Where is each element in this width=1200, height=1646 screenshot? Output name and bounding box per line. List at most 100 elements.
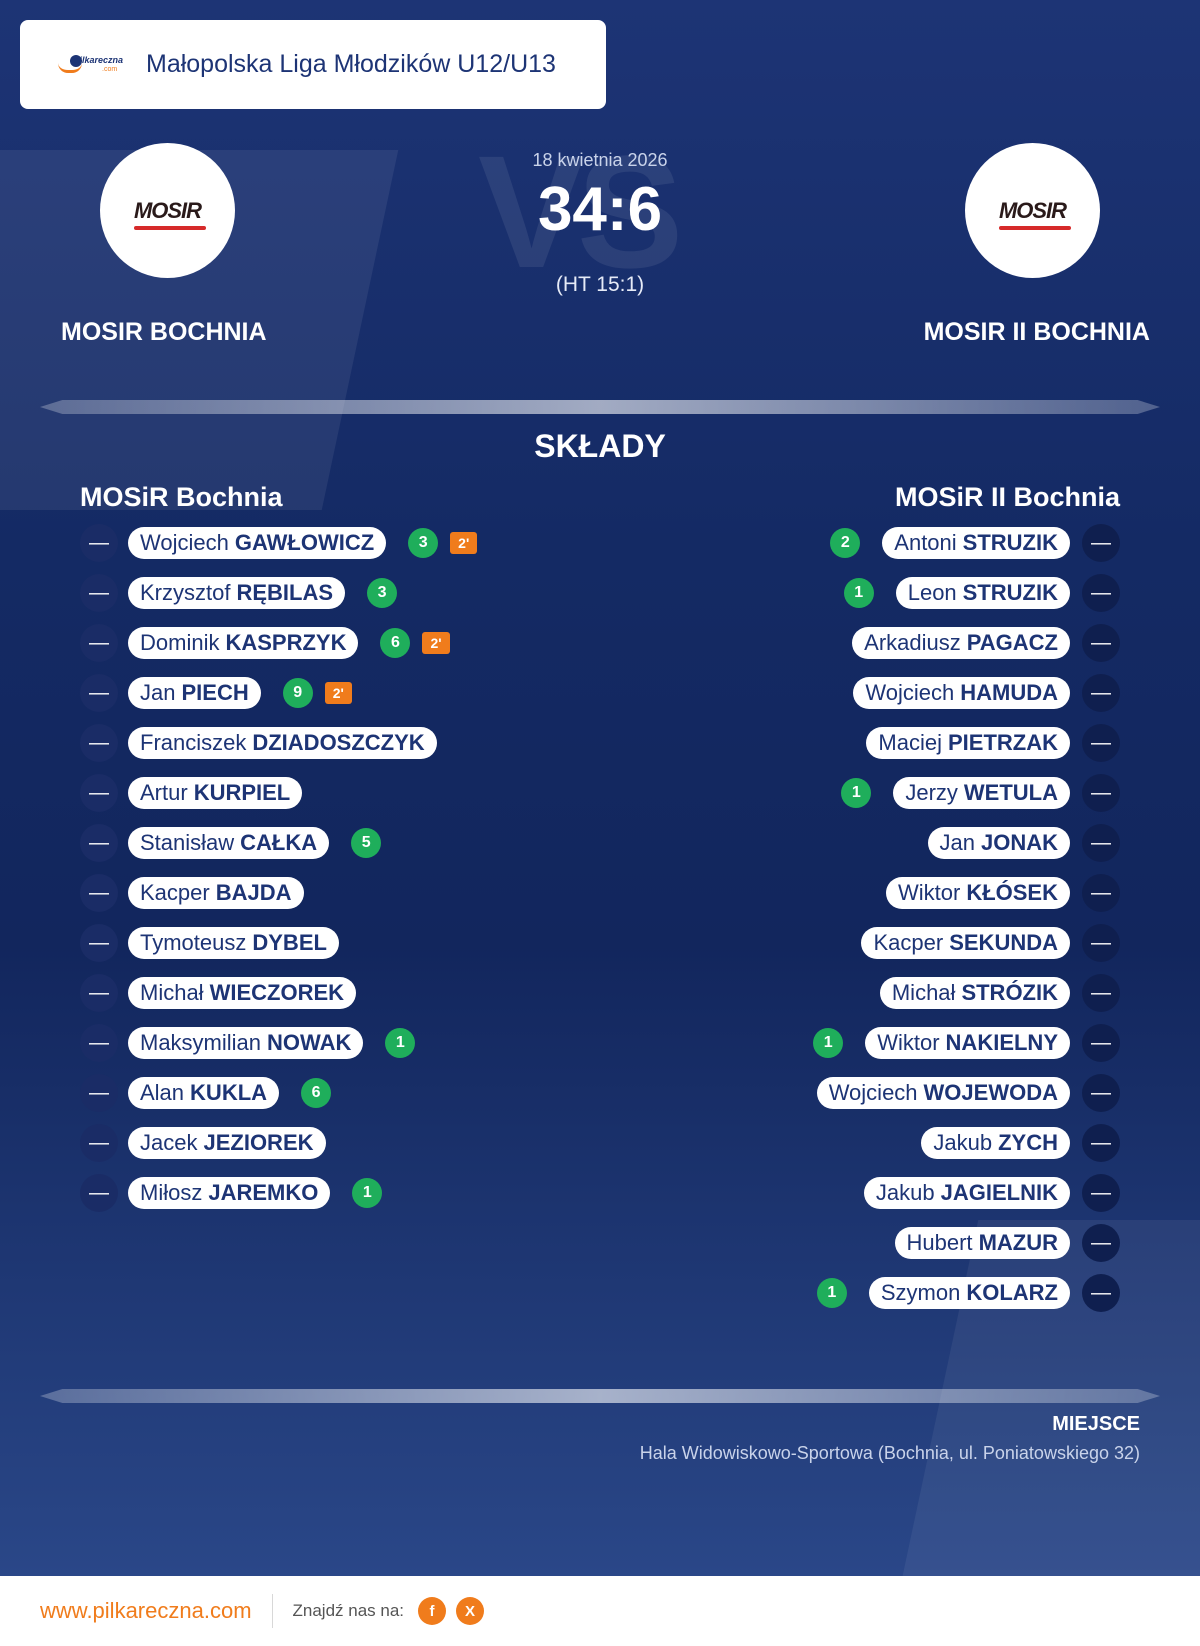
divider — [40, 400, 1160, 414]
player-name: Wiktor NAKIELNY — [865, 1027, 1070, 1059]
player-name: Wojciech HAMUDA — [853, 677, 1070, 709]
player-last-name: KOLARZ — [966, 1280, 1058, 1305]
goals-badge: 1 — [843, 578, 874, 608]
lineup-row: — Szymon KOLARZ 1 — [816, 1274, 1120, 1312]
shirt-number: — — [80, 724, 118, 762]
player-name: Leon STRUZIK — [895, 577, 1070, 609]
goals-badge: 1 — [385, 1028, 416, 1058]
player-last-name: DYBEL — [252, 930, 327, 955]
shirt-number: — — [80, 574, 118, 612]
lineup-row: — Michał STRÓZIK — [879, 974, 1120, 1012]
league-header: pilkareczna .com Małopolska Liga Młodzik… — [20, 20, 606, 109]
match-score: 34:6 — [537, 175, 663, 244]
player-first-name: Maciej — [878, 730, 942, 755]
penalty-badge: 2' — [450, 532, 478, 554]
shirt-number: — — [80, 524, 118, 562]
lineup-row: — Artur KURPIEL — [80, 774, 303, 812]
halftime-score: (HT 15:1) — [555, 273, 645, 296]
player-name: Dominik KASPRZYK — [128, 627, 359, 659]
x-icon[interactable]: X — [456, 1597, 485, 1625]
player-first-name: Alan — [140, 1080, 185, 1105]
player-first-name: Dominik — [140, 630, 220, 655]
lineup-row: — Franciszek DZIADOSZCZYK — [80, 724, 437, 762]
facebook-icon[interactable]: f — [418, 1597, 447, 1625]
away-team-name: MOSIR II BOCHNIA — [923, 318, 1150, 346]
player-last-name: KURPIEL — [193, 780, 291, 805]
player-name: Kacper SEKUNDA — [861, 927, 1070, 959]
player-last-name: WOJEWODA — [923, 1080, 1058, 1105]
player-last-name: JONAK — [980, 830, 1058, 855]
lineup-row: — Alan KUKLA 6 — [80, 1074, 332, 1112]
penalty-badge: 2' — [422, 632, 450, 654]
shirt-number: — — [1082, 774, 1120, 812]
player-name: Arkadiusz PAGACZ — [852, 627, 1070, 659]
player-name: Wiktor KŁÓSEK — [885, 877, 1070, 909]
shirt-number: — — [1082, 624, 1120, 662]
player-last-name: STRÓZIK — [961, 980, 1058, 1005]
shirt-number: — — [80, 1074, 118, 1112]
player-name: Antoni STRUZIK — [882, 527, 1070, 559]
player-first-name: Jakub — [875, 1180, 935, 1205]
player-first-name: Szymon — [880, 1280, 961, 1305]
footer-separator — [271, 1594, 273, 1628]
shirt-number: — — [80, 624, 118, 662]
lineup-row: — Maciej PIETRZAK — [866, 724, 1120, 762]
lineup-row: — Antoni STRUZIK 2 — [830, 524, 1120, 562]
match-date: 18 kwietnia 2026 — [532, 150, 668, 170]
away-team-logo: MOSIR — [965, 143, 1100, 278]
player-last-name: STRUZIK — [962, 580, 1058, 605]
player-first-name: Wiktor — [897, 880, 961, 905]
player-last-name: SEKUNDA — [949, 930, 1058, 955]
lineup-row: — Hubert MAZUR — [894, 1224, 1120, 1262]
player-first-name: Miłosz — [140, 1180, 203, 1205]
player-name: Tymoteusz DYBEL — [128, 927, 339, 959]
player-first-name: Jerzy — [905, 780, 958, 805]
player-name: Jakub JAGIELNIK — [863, 1177, 1070, 1209]
lineup-row: — Jacek JEZIOREK — [80, 1124, 326, 1162]
player-name: Franciszek DZIADOSZCZYK — [128, 727, 437, 759]
player-first-name: Michał — [140, 980, 204, 1005]
lineup-row: — Wojciech WOJEWODA — [816, 1074, 1120, 1112]
player-name: Maksymilian NOWAK — [128, 1027, 364, 1059]
player-first-name: Kacper — [140, 880, 210, 905]
shirt-number: — — [1082, 724, 1120, 762]
site-link[interactable]: www.pilkareczna.com — [40, 1598, 252, 1623]
player-name: Jakub ZYCH — [921, 1127, 1070, 1159]
player-last-name: ZYCH — [998, 1130, 1058, 1155]
player-first-name: Maksymilian — [140, 1030, 262, 1055]
pilkareczna-logo-icon: pilkareczna .com — [52, 45, 132, 85]
divider — [40, 1389, 1160, 1403]
lineup-row: — Tymoteusz DYBEL — [80, 924, 339, 962]
player-first-name: Jan — [140, 680, 176, 705]
player-last-name: RĘBILAS — [236, 580, 334, 605]
player-first-name: Arkadiusz — [864, 630, 961, 655]
player-name: Alan KUKLA — [128, 1077, 280, 1109]
goals-badge: 1 — [816, 1278, 847, 1308]
lineup-row: — Jan PIECH 9 2' — [80, 674, 352, 712]
player-name: Michał STRÓZIK — [879, 977, 1070, 1009]
player-first-name: Jakub — [933, 1130, 993, 1155]
player-first-name: Franciszek — [140, 730, 247, 755]
shirt-number: — — [80, 874, 118, 912]
player-name: Jerzy WETULA — [893, 777, 1070, 809]
player-name: Michał WIECZOREK — [128, 977, 357, 1009]
lineup-row: — Kacper BAJDA — [80, 874, 304, 912]
player-last-name: HAMUDA — [960, 680, 1058, 705]
lineup-row: — Maksymilian NOWAK 1 — [80, 1024, 416, 1062]
player-name: Jacek JEZIOREK — [128, 1127, 326, 1159]
player-last-name: DZIADOSZCZYK — [252, 730, 425, 755]
player-first-name: Kacper — [873, 930, 944, 955]
player-name: Hubert MAZUR — [894, 1227, 1070, 1259]
player-first-name: Tymoteusz — [140, 930, 247, 955]
player-name: Wojciech WOJEWODA — [816, 1077, 1070, 1109]
player-name: Jan PIECH — [128, 677, 261, 709]
lineup-row: — Jakub JAGIELNIK — [863, 1174, 1120, 1212]
shirt-number: — — [1082, 574, 1120, 612]
home-team-logo: MOSIR — [100, 143, 235, 278]
shirt-number: — — [80, 1124, 118, 1162]
shirt-number: — — [1082, 924, 1120, 962]
player-name: Szymon KOLARZ — [868, 1277, 1070, 1309]
player-first-name: Wojciech — [828, 1080, 918, 1105]
lineup-row: — Michał WIECZOREK — [80, 974, 357, 1012]
lineup-row: — Arkadiusz PAGACZ — [852, 624, 1120, 662]
